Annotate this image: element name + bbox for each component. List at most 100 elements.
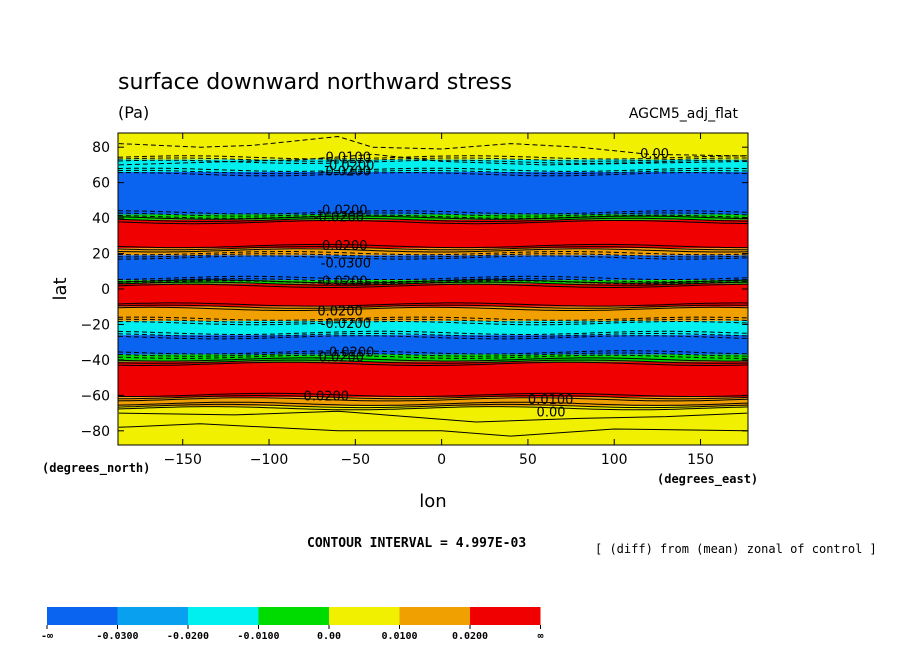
contour-line-11 <box>117 220 749 225</box>
band-14 <box>118 397 748 406</box>
contour-line-21 <box>117 279 749 284</box>
contour-line-29 <box>117 321 749 326</box>
contour-line-48 <box>118 423 748 437</box>
y-unit-label: (degrees_north) <box>42 461 150 476</box>
contour-line-46 <box>118 153 748 166</box>
band-10 <box>118 320 748 336</box>
contour-line-42 <box>117 401 749 406</box>
contour-line-6 <box>118 210 749 215</box>
contour-line-23 <box>117 283 748 288</box>
x-tick-label-4: 50 <box>519 452 537 468</box>
contour-line-38 <box>117 361 749 366</box>
contour-line-47 <box>118 410 748 423</box>
colorbar-label-2: -0.0200 <box>167 631 209 642</box>
band-6 <box>118 255 748 281</box>
contour-line-30 <box>117 330 749 335</box>
colorbar-label-3: -0.0100 <box>237 631 279 642</box>
band-3 <box>118 214 748 220</box>
contour-line-31 <box>117 333 749 338</box>
contour-label-2: -0.0200 <box>321 165 371 180</box>
contour-line-45 <box>118 135 748 157</box>
colorbar-swatch-4 <box>329 607 400 625</box>
contour-line-43 <box>117 403 749 409</box>
contour-line-1 <box>117 157 748 162</box>
contour-label-7: -0.0300 <box>321 257 371 272</box>
colorbar-swatch-2 <box>188 607 259 625</box>
wavy-contours <box>117 135 749 437</box>
contour-label-5: -0.0200 <box>314 211 364 226</box>
y-tick-label-2: 40 <box>92 211 110 227</box>
colorbar-swatch-1 <box>117 607 188 625</box>
x-tick-label-0: −150 <box>163 452 201 468</box>
x-axis-label: lon <box>419 491 446 512</box>
colorbar-label-7: ∞ <box>537 631 543 642</box>
x-unit-label: (degrees_east) <box>657 472 758 487</box>
colorbar-swatch-0 <box>47 607 118 625</box>
contour-line-28 <box>118 318 749 323</box>
contour-line-22 <box>117 281 749 286</box>
band-11 <box>118 335 748 355</box>
contour-line-10 <box>117 217 749 222</box>
contour-label-9: 0.0200 <box>317 305 363 320</box>
band-13 <box>118 361 748 398</box>
contour-line-15 <box>117 251 749 256</box>
contour-line-24 <box>117 302 749 307</box>
y-tick-label-6: −40 <box>80 353 110 369</box>
contour-interval: CONTOUR INTERVAL = 4.997E-03 <box>307 536 526 551</box>
contour-line-44 <box>117 406 749 411</box>
colorbar-label-0: -∞ <box>41 631 53 642</box>
dataset-label: AGCM5_adj_flat <box>629 106 739 122</box>
contour-labels: -0.0100-0.0200-0.02000.00-0.0200-0.0200-… <box>304 147 670 421</box>
colorbar-swatch-3 <box>258 607 329 625</box>
colorbar-label-1: -0.0300 <box>96 631 138 642</box>
y-tick-label-7: −60 <box>80 388 110 404</box>
contour-label-3: 0.00 <box>640 147 669 162</box>
x-tick-label-2: −50 <box>341 452 371 468</box>
contour-label-14: 0.0100 <box>528 393 574 408</box>
band-8 <box>118 283 748 307</box>
y-tick-label-0: 80 <box>92 140 110 156</box>
contour-label-0: -0.0100 <box>321 150 371 165</box>
x-tick-label-1: −100 <box>250 452 288 468</box>
contour-label-10: -0.0200 <box>321 317 371 332</box>
colorbar-label-5: 0.0100 <box>381 631 417 642</box>
contour-label-11: -0.0200 <box>324 345 374 360</box>
contour-line-16 <box>117 253 749 258</box>
chart-title: surface downward northward stress <box>118 70 512 95</box>
contour-line-36 <box>117 357 748 362</box>
contour-line-41 <box>117 397 749 402</box>
plot-area: -0.0100-0.0200-0.02000.00-0.0200-0.0200-… <box>80 132 749 468</box>
colorbar: -∞ -0.0300 -0.0200 -0.0100 0.00 0.0100 0.0200 ∞ <box>41 607 544 642</box>
colorbar-swatch-6 <box>470 607 541 625</box>
contour-label-12: -0.0200 <box>314 351 364 366</box>
contour-line-35 <box>117 354 748 359</box>
y-ticks: 80 60 40 20 0 −20 −40 −60 −80 <box>80 140 748 440</box>
contour-label-6: -0.0200 <box>317 239 367 254</box>
band-1 <box>118 159 748 172</box>
colorbar-label-6: 0.0200 <box>452 631 488 642</box>
contour-line-8 <box>117 214 749 219</box>
band-7 <box>118 280 748 284</box>
contour-line-17 <box>118 255 749 260</box>
y-tick-label-8: −80 <box>80 424 110 440</box>
contour-line-9 <box>117 215 749 220</box>
y-tick-label-5: −20 <box>80 317 110 333</box>
y-axis-label: lat <box>50 277 71 300</box>
contour-line-18 <box>117 275 749 280</box>
contour-line-26 <box>117 306 749 311</box>
contour-line-27 <box>118 316 749 321</box>
y-tick-label-1: 60 <box>92 176 110 192</box>
y-tick-label-3: 20 <box>92 247 110 263</box>
contour-line-34 <box>117 352 749 357</box>
units-label: (Pa) <box>118 103 149 122</box>
contour-line-5 <box>118 172 749 177</box>
contour-line-39 <box>118 392 749 397</box>
contour-label-15: 0.00 <box>537 406 566 421</box>
x-tick-label-5: 100 <box>601 452 628 468</box>
contour-line-12 <box>117 243 748 249</box>
band-4 <box>118 219 748 249</box>
contour-line-7 <box>118 212 749 217</box>
contour-label-8: -0.0200 <box>317 274 367 289</box>
x-tick-label-3: 0 <box>437 452 446 468</box>
